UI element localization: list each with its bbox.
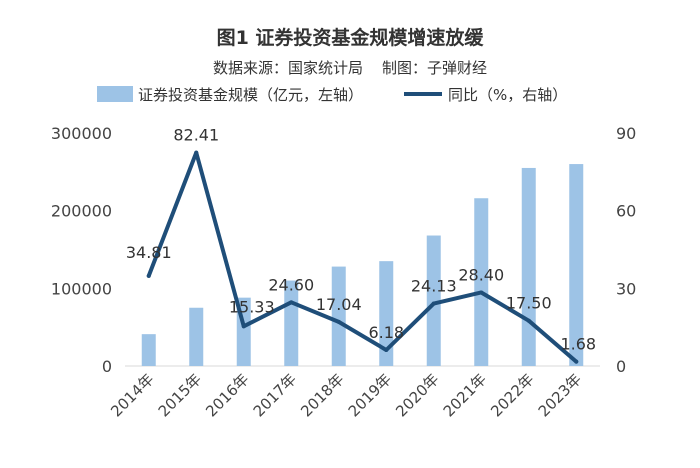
- bar: [379, 261, 394, 366]
- x-tick-label: 2014年: [107, 370, 157, 420]
- chart-subtitle: 数据来源：国家统计局 制图：子弹财经: [213, 59, 487, 77]
- data-label: 24.13: [411, 277, 457, 296]
- bar: [331, 266, 346, 366]
- y-right-tick-label: 0: [616, 357, 626, 376]
- x-tick-label: 2022年: [487, 370, 537, 420]
- y-right-tick-label: 90: [616, 124, 636, 143]
- data-label: 28.40: [458, 265, 504, 284]
- data-label: 6.18: [368, 323, 404, 342]
- y-left-tick-label: 300000: [51, 124, 112, 143]
- line-point: [289, 300, 294, 305]
- data-labels: 34.8182.4115.3324.6017.046.1824.1328.401…: [126, 126, 596, 354]
- x-tick-label: 2021年: [440, 370, 490, 420]
- line-point: [479, 290, 484, 295]
- line-point: [431, 301, 436, 306]
- x-tick-label: 2020年: [392, 370, 442, 420]
- y-right-tick-label: 30: [616, 279, 636, 298]
- x-tick-label: 2015年: [155, 370, 205, 420]
- line-point: [526, 318, 531, 323]
- data-label: 15.33: [229, 297, 275, 316]
- bar: [189, 307, 204, 366]
- data-label: 34.81: [126, 243, 172, 262]
- x-tick-label: 2017年: [250, 370, 300, 420]
- line-path: [146, 150, 579, 364]
- y-left-tick-label: 100000: [51, 279, 112, 298]
- line-point: [384, 348, 389, 353]
- legend-bar-label: 证券投资基金规模（亿元，左轴）: [138, 86, 363, 104]
- data-label: 17.50: [506, 294, 552, 313]
- chart-title: 图1 证券投资基金规模增速放缓: [217, 26, 485, 49]
- data-label: 82.41: [173, 126, 219, 145]
- line-point: [574, 359, 579, 364]
- x-tick-label: 2019年: [345, 370, 395, 420]
- line-point: [241, 324, 246, 329]
- bar: [474, 198, 489, 366]
- line-point: [336, 319, 341, 324]
- bar: [521, 167, 536, 366]
- line-point: [146, 273, 151, 278]
- y-right-tick-label: 60: [616, 202, 636, 221]
- data-label: 17.04: [316, 295, 362, 314]
- x-tick-label: 2016年: [202, 370, 252, 420]
- bar: [141, 334, 156, 366]
- legend: 证券投资基金规模（亿元，左轴） 同比（%，右轴）: [97, 86, 567, 104]
- y-left-tick-label: 0: [102, 357, 112, 376]
- bar: [569, 164, 584, 366]
- bar: [426, 235, 441, 366]
- data-label: 1.68: [560, 335, 596, 354]
- line-point: [194, 150, 199, 155]
- line-series: [146, 150, 579, 364]
- legend-bar-swatch: [97, 86, 133, 102]
- x-tick-label: 2018年: [297, 370, 347, 420]
- bar-series: [141, 164, 584, 366]
- y-left-tick-label: 200000: [51, 202, 112, 221]
- x-tick-label: 2023年: [535, 370, 585, 420]
- legend-line-label: 同比（%，右轴）: [448, 86, 567, 104]
- data-label: 24.60: [268, 275, 314, 294]
